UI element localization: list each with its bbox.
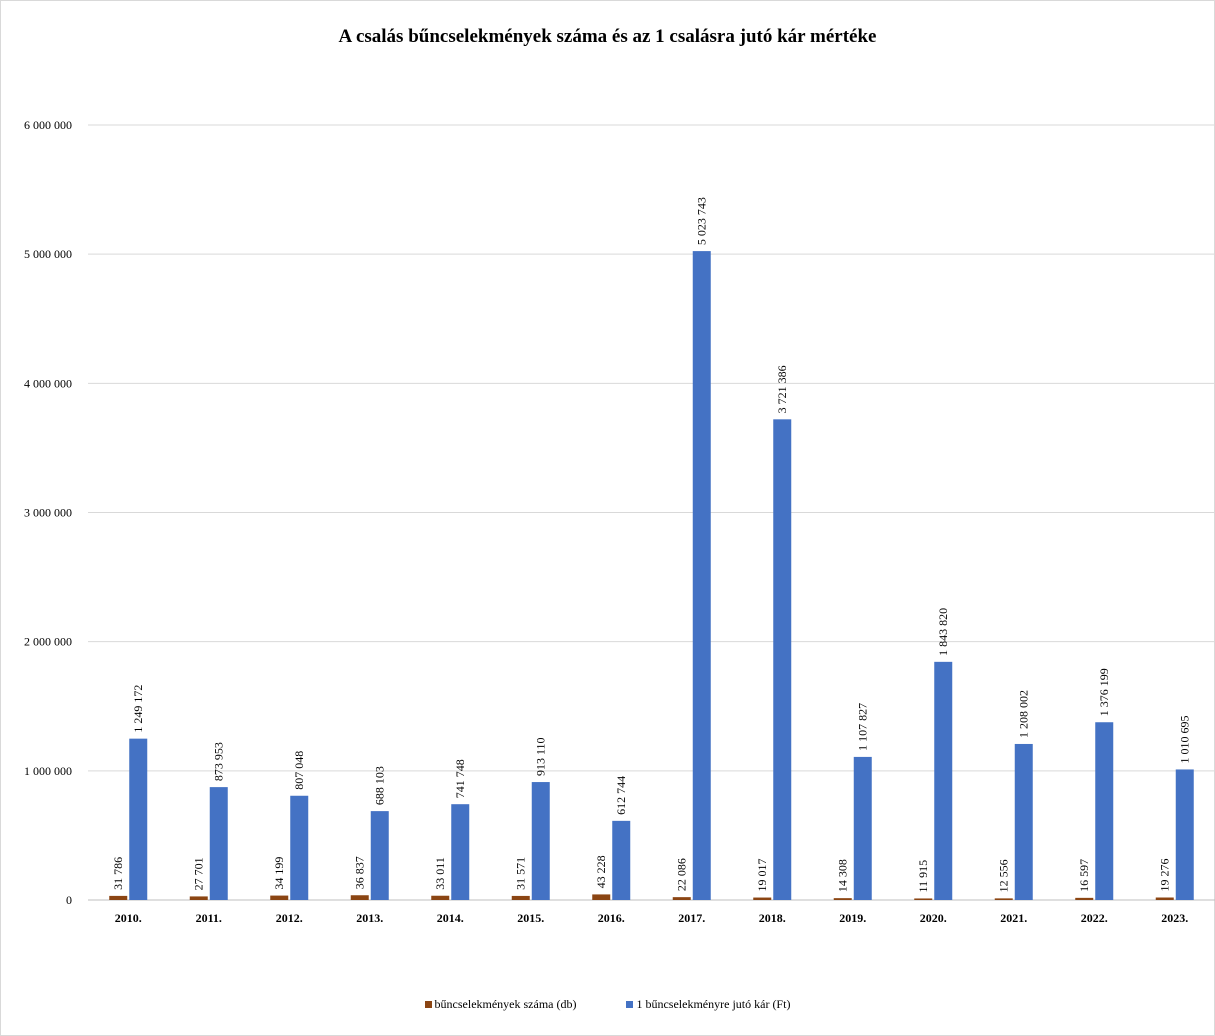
data-label: 1 010 695 bbox=[1178, 715, 1192, 763]
x-tick-label: 2022. bbox=[1081, 911, 1108, 925]
x-tick-label: 2010. bbox=[115, 911, 142, 925]
data-label: 612 744 bbox=[614, 776, 628, 815]
x-tick-label: 2017. bbox=[678, 911, 705, 925]
data-label: 14 308 bbox=[836, 859, 850, 892]
x-tick-label: 2016. bbox=[598, 911, 625, 925]
y-tick-label: 6 000 000 bbox=[24, 118, 72, 132]
data-label: 913 110 bbox=[534, 737, 548, 776]
bar-damage bbox=[934, 661, 953, 900]
data-label: 34 199 bbox=[272, 857, 286, 890]
x-tick-label: 2020. bbox=[920, 911, 947, 925]
bar-damage bbox=[1175, 769, 1194, 900]
data-label: 36 837 bbox=[353, 856, 367, 889]
bar-damage bbox=[370, 811, 389, 900]
data-label: 33 011 bbox=[433, 857, 447, 890]
x-tick-label: 2011. bbox=[196, 911, 222, 925]
y-tick-label: 1 000 000 bbox=[24, 764, 72, 778]
data-label: 807 048 bbox=[292, 751, 306, 790]
data-label: 1 107 827 bbox=[856, 703, 870, 751]
chart-title: A csalás bűncselekmények száma és az 1 c… bbox=[338, 26, 877, 47]
bar-damage bbox=[692, 251, 711, 901]
data-label: 19 276 bbox=[1158, 859, 1172, 892]
x-tick-label: 2013. bbox=[356, 911, 383, 925]
y-tick-label: 5 000 000 bbox=[24, 247, 72, 261]
data-label: 22 086 bbox=[675, 858, 689, 891]
bar-damage bbox=[129, 738, 148, 900]
bar-count bbox=[994, 898, 1013, 900]
data-label: 873 953 bbox=[212, 742, 226, 781]
data-label: 688 103 bbox=[373, 766, 387, 805]
legend-label-count: bűncselekmények száma (db) bbox=[434, 997, 577, 1011]
bar-count bbox=[833, 898, 852, 900]
bar-count bbox=[109, 895, 128, 900]
y-tick-label: 0 bbox=[66, 893, 72, 907]
legend-item-damage: 1 bűncselekményre jutó kár (Ft) bbox=[626, 997, 790, 1012]
data-label: 741 748 bbox=[453, 759, 467, 798]
legend-swatch-damage bbox=[626, 1001, 634, 1008]
x-tick-label: 2019. bbox=[839, 911, 866, 925]
data-label: 1 376 199 bbox=[1097, 668, 1111, 716]
legend-item-count: bűncselekmények száma (db) bbox=[424, 997, 577, 1012]
bar-count bbox=[1155, 897, 1174, 900]
bar-damage bbox=[451, 804, 470, 900]
bar-damage bbox=[773, 419, 792, 900]
data-label: 12 556 bbox=[997, 859, 1011, 892]
x-tick-label: 2023. bbox=[1161, 911, 1188, 925]
bar-damage bbox=[1095, 722, 1114, 900]
y-tick-label: 3 000 000 bbox=[24, 506, 72, 520]
bar-count bbox=[672, 897, 691, 900]
bar-count bbox=[431, 895, 450, 900]
data-label: 1 249 172 bbox=[131, 685, 145, 733]
data-label: 3 721 386 bbox=[775, 365, 789, 413]
data-label: 1 843 820 bbox=[936, 608, 950, 656]
bar-count bbox=[350, 895, 369, 900]
bar-count bbox=[270, 895, 289, 900]
bar-count bbox=[592, 894, 611, 900]
bar-count bbox=[189, 896, 208, 900]
x-tick-label: 2012. bbox=[276, 911, 303, 925]
bar-damage bbox=[853, 756, 872, 900]
bar-damage bbox=[612, 820, 631, 900]
x-tick-label: 2018. bbox=[759, 911, 786, 925]
bar-damage bbox=[290, 795, 309, 900]
legend: bűncselekmények száma (db) 1 bűncselekmé… bbox=[0, 997, 1215, 1012]
data-label: 43 228 bbox=[594, 855, 608, 888]
bar-damage bbox=[1014, 743, 1033, 900]
data-label: 5 023 743 bbox=[695, 197, 709, 245]
x-tick-label: 2014. bbox=[437, 911, 464, 925]
bar-damage bbox=[531, 782, 550, 900]
data-label: 27 701 bbox=[192, 857, 206, 890]
x-tick-label: 2015. bbox=[517, 911, 544, 925]
bar-count bbox=[914, 898, 933, 900]
y-tick-label: 4 000 000 bbox=[24, 376, 72, 390]
data-label: 1 208 002 bbox=[1017, 690, 1031, 738]
data-label: 31 786 bbox=[111, 857, 125, 890]
bar-count bbox=[753, 897, 772, 900]
bar-count bbox=[511, 895, 530, 900]
data-label: 16 597 bbox=[1077, 859, 1091, 892]
y-tick-label: 2 000 000 bbox=[24, 635, 72, 649]
legend-swatch-count bbox=[424, 1001, 432, 1008]
data-label: 31 571 bbox=[514, 857, 528, 890]
bar-damage bbox=[209, 787, 228, 900]
legend-label-damage: 1 bűncselekményre jutó kár (Ft) bbox=[636, 997, 791, 1011]
bar-count bbox=[1075, 897, 1094, 900]
data-label: 19 017 bbox=[755, 859, 769, 892]
x-tick-label: 2021. bbox=[1000, 911, 1027, 925]
data-label: 11 915 bbox=[916, 860, 930, 893]
